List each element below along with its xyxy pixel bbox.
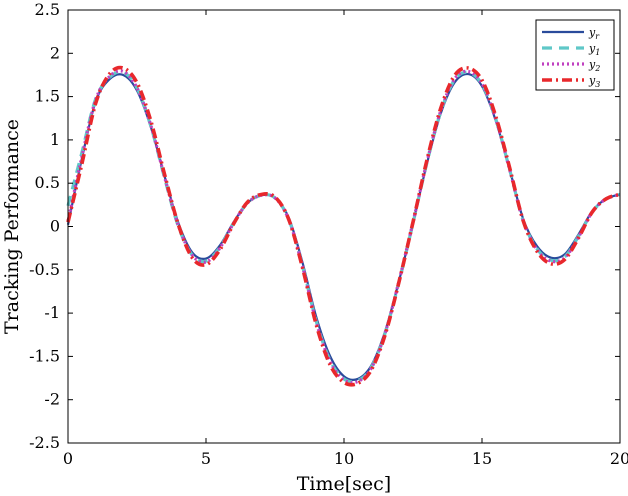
y-tick-label: 1.5	[35, 87, 60, 106]
plot-background	[68, 10, 620, 443]
axes	[67, 9, 621, 444]
x-tick-label: 10	[334, 449, 354, 468]
x-tick-label: 15	[472, 449, 492, 468]
y-tick-label: -2.5	[29, 433, 60, 452]
y-tick-label: -2	[44, 390, 60, 409]
x-tick-label: 5	[201, 449, 211, 468]
series-line-y-1	[66, 70, 621, 384]
series-layer	[66, 65, 621, 387]
y-tick-label: 1	[50, 130, 60, 149]
y-axis-label: Tracking Performance	[1, 119, 23, 334]
x-tick-label: 20	[610, 449, 628, 468]
y-tick-label: 0.5	[35, 173, 60, 192]
x-tick-label: 0	[63, 449, 73, 468]
y-tick-label: -1.5	[29, 346, 60, 365]
y-tick-label: 0	[50, 217, 60, 236]
tick-labels: 0 5 10 15 20 -2.5 -2 -1.5 -1 -0.5 0 0.5 1 1.5 2 2.5	[29, 0, 628, 468]
x-axis-label: Time[sec]	[297, 473, 391, 495]
y-tick-label: 2.5	[35, 0, 60, 19]
plot-area	[68, 10, 620, 443]
y-tick-label: 2	[50, 43, 60, 62]
y-tick-label: -1	[44, 303, 60, 322]
y-tick-label: -0.5	[29, 260, 60, 279]
